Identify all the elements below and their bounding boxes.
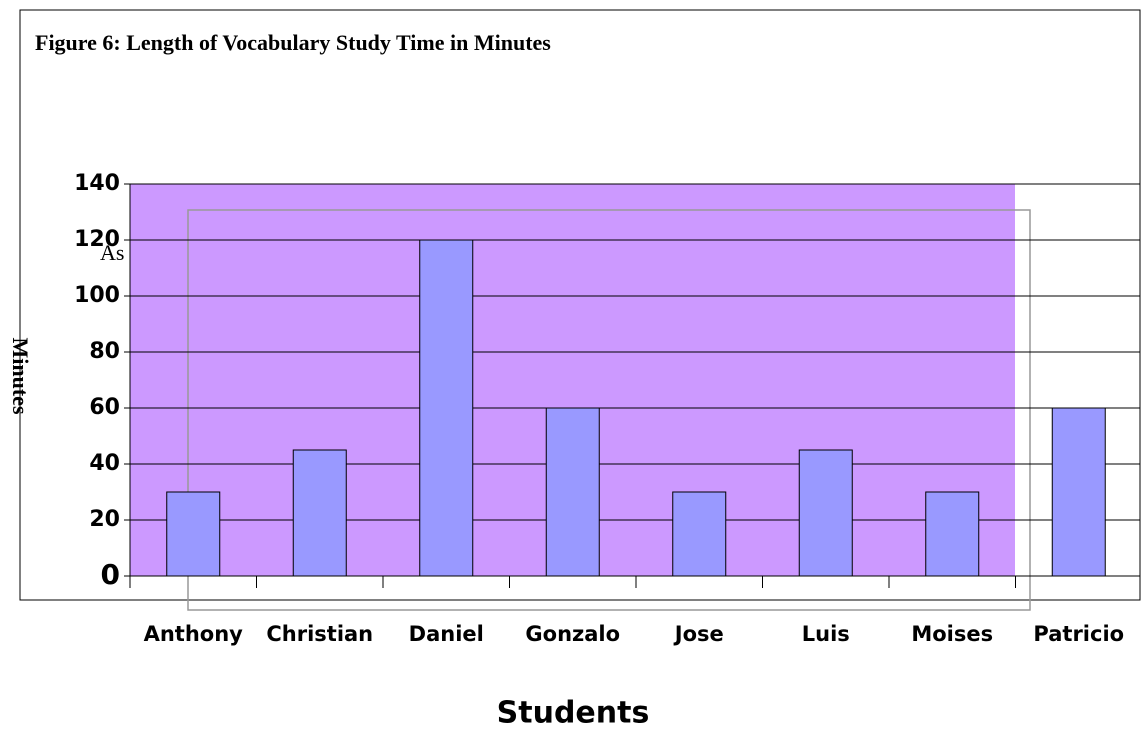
y-tick-label: 20 [89,507,120,532]
bar [166,491,221,577]
x-tick-label: Anthony [144,622,244,646]
bar [925,491,980,577]
x-tick-label: Christian [266,622,373,646]
bar [1051,407,1106,577]
y-tick-label: 60 [89,395,120,420]
y-tick-label: 120 [74,227,120,252]
bar [545,407,600,577]
x-tick-label: Moises [911,622,993,646]
x-tick-label: Patricio [1033,622,1124,646]
frame [187,209,1031,611]
x-tick-label: Luis [802,622,850,646]
x-axis-label: Students [497,696,650,729]
chart-title: Figure 6: Length of Vocabulary Study Tim… [35,30,551,55]
x-tick-label: Jose [673,622,724,646]
annotation: As [100,240,124,265]
y-axis-label: Minutes [8,338,33,415]
y-tick-label: 80 [89,339,120,364]
y-tick-label: 40 [89,451,120,476]
bar [419,239,474,577]
y-tick-label: 140 [74,171,120,196]
bar [798,449,853,577]
x-tick-label: Daniel [409,622,484,646]
y-tick-label: 100 [74,283,120,308]
bar [672,491,727,577]
y-tick-label: 0 [101,558,120,591]
bar [292,449,347,577]
x-tick-label: Gonzalo [525,622,620,646]
